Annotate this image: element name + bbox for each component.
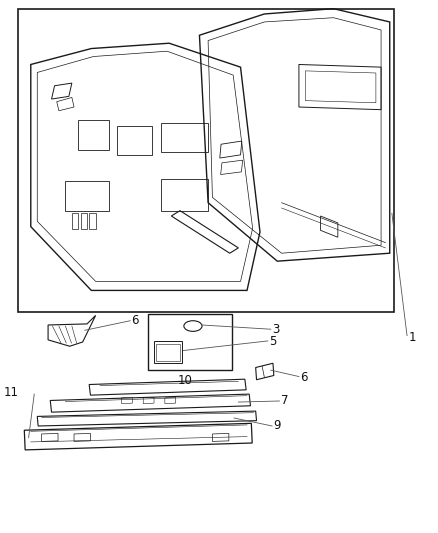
- Text: 3: 3: [272, 323, 279, 336]
- Bar: [156, 344, 180, 361]
- Bar: [154, 341, 182, 364]
- Bar: [148, 314, 232, 370]
- Text: 9: 9: [273, 419, 281, 432]
- Text: 11: 11: [4, 386, 19, 399]
- Text: 7: 7: [281, 394, 288, 408]
- Text: 1: 1: [409, 330, 416, 344]
- Text: 10: 10: [178, 374, 193, 387]
- Text: 6: 6: [300, 370, 308, 384]
- Bar: [18, 9, 394, 312]
- Text: 5: 5: [269, 335, 277, 348]
- Text: 6: 6: [131, 314, 139, 327]
